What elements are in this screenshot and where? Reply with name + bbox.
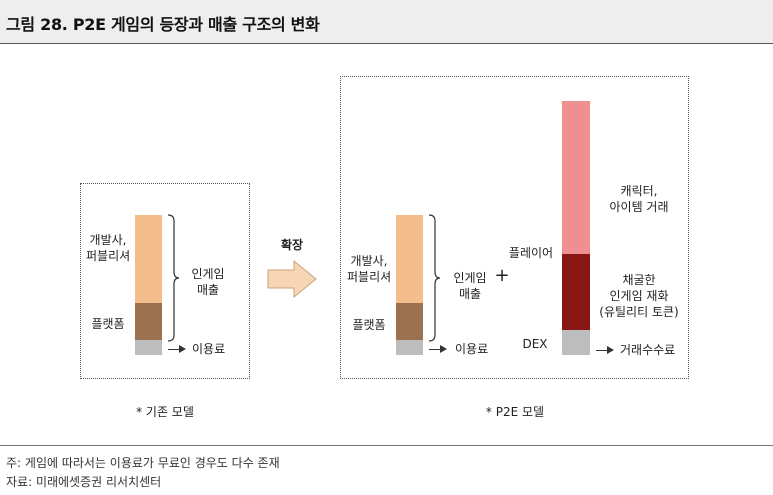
right-fee-arrow-head (440, 345, 447, 353)
right-developer-bar (396, 215, 423, 303)
left-platform-bar (135, 303, 162, 340)
footer-divider (0, 445, 773, 446)
left-fee-arrow-head (179, 345, 186, 353)
footer-note: 주: 게임에 따라서는 이용료가 무료인 경우도 다수 존재 (6, 456, 280, 470)
left-iap-label: 인게임 매출 (191, 267, 225, 297)
items-label: 캐릭터, 아이템 거래 (609, 184, 669, 214)
dex-label: DEX (522, 337, 548, 351)
right-fee-label: 이용료 (455, 342, 489, 356)
plus-sign: + (494, 265, 510, 286)
right-developer-label: 개발사, 퍼블리셔 (347, 254, 392, 284)
left-fee-arrow (168, 349, 180, 350)
items-bar (562, 101, 590, 254)
footer-source: 자료: 미래에셋증권 리서치센터 (6, 475, 162, 489)
trade-fee-arrow-head (607, 346, 614, 354)
right-iap-brace (428, 214, 441, 342)
right-iap-label: 인게임 매출 (453, 271, 487, 301)
expand-arrow-icon (267, 259, 317, 299)
right-fee-bar (396, 340, 423, 355)
figure-title: 그림 28. P2E 게임의 등장과 매출 구조의 변화 (6, 15, 320, 34)
trade-fee-label: 거래수수료 (620, 343, 676, 357)
left-iap-brace (167, 214, 180, 342)
right-fee-arrow (429, 349, 441, 350)
p2e-model-caption: * P2E 모델 (485, 405, 545, 419)
title-bar: 그림 28. P2E 게임의 등장과 매출 구조의 변화 (0, 0, 773, 44)
player-label: 플레이어 (508, 246, 554, 260)
existing-model-box (80, 183, 250, 379)
p2e-model-box (340, 76, 689, 379)
left-platform-label: 플랫폼 (91, 317, 125, 331)
right-platform-bar (396, 303, 423, 340)
left-developer-label: 개발사, 퍼블리셔 (86, 233, 131, 263)
right-platform-label: 플랫폼 (352, 318, 386, 332)
token-label: 채굴한 인게임 재화 (유틸리티 토큰) (599, 273, 679, 319)
token-bar (562, 254, 590, 330)
trade-fee-arrow (596, 350, 608, 351)
existing-model-caption: * 기존 모델 (136, 405, 194, 419)
left-fee-label: 이용료 (192, 342, 226, 356)
trade-fee-bar (562, 330, 590, 355)
left-fee-bar (135, 340, 162, 355)
expand-label: 확장 (280, 238, 304, 252)
left-developer-bar (135, 215, 162, 303)
